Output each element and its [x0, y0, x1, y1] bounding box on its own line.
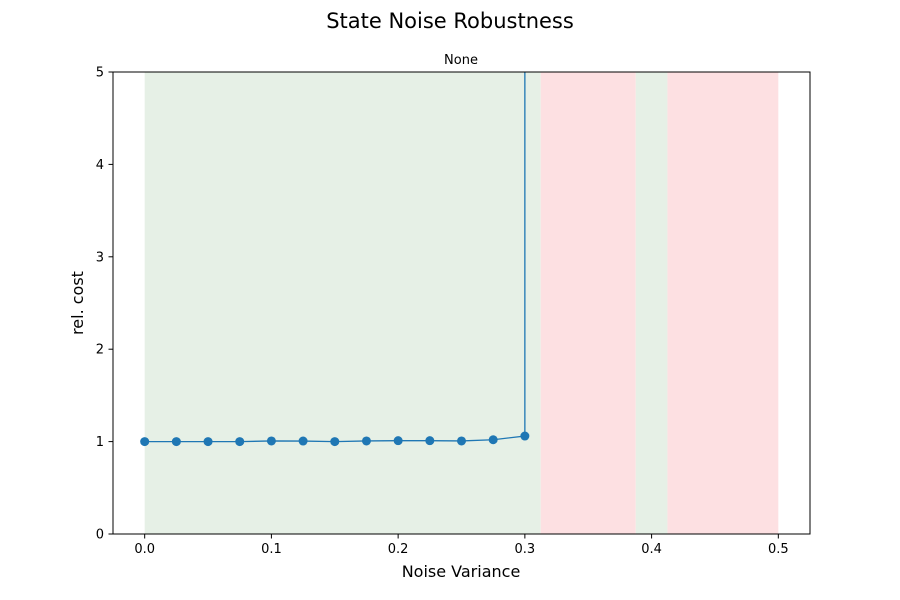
axes-title: None: [444, 53, 478, 68]
y-tick-label: 2: [96, 343, 104, 358]
data-point: [266, 436, 276, 446]
x-tick-label: 0.3: [515, 542, 536, 557]
x-tick-label: 0.0: [134, 542, 155, 557]
x-tick-label: 0.2: [388, 542, 409, 557]
data-point: [330, 437, 340, 447]
x-axis-ticks: 0.0 0.1 0.2 0.3 0.4 0.5: [134, 534, 789, 557]
data-point: [203, 437, 213, 447]
chart-title: State Noise Robustness: [326, 9, 574, 33]
plot-frame: [112, 71, 811, 535]
y-tick-label: 3: [96, 250, 104, 265]
y-tick-label: 4: [96, 158, 104, 173]
y-axis-ticks: 0 1 2 3 4 5: [96, 66, 113, 543]
data-point: [393, 436, 403, 446]
x-tick-label: 0.1: [261, 542, 282, 557]
series-line-0: [144, 72, 526, 443]
x-tick-label: 0.4: [641, 542, 662, 557]
band-red-3: [667, 72, 779, 534]
band-red-1: [540, 72, 636, 534]
y-tick-label: 1: [96, 435, 104, 450]
data-point: [457, 436, 466, 446]
band-green-0: [144, 72, 541, 534]
x-tick-label: 0.5: [768, 542, 789, 557]
data-point: [425, 436, 435, 446]
band-green-2: [635, 72, 668, 534]
data-point: [235, 437, 245, 447]
data-point: [361, 436, 371, 446]
y-tick-label: 0: [96, 528, 104, 543]
data-point: [520, 431, 530, 441]
data-point: [488, 435, 498, 445]
series-layer: [140, 72, 530, 447]
data-point: [171, 437, 181, 447]
shaded-bands: [144, 72, 779, 534]
data-point: [298, 436, 308, 446]
y-tick-label: 5: [96, 66, 104, 81]
x-axis-label: Noise Variance: [402, 562, 521, 581]
data-point: [140, 437, 150, 447]
y-axis-label: rel. cost: [68, 271, 87, 335]
